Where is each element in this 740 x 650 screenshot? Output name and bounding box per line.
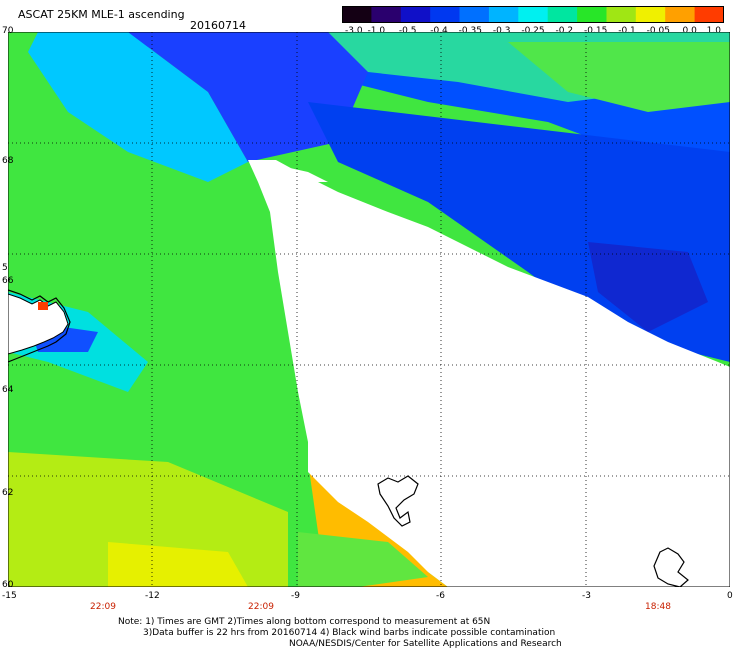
colorbar: -3.0 -1.0 -0.5 -0.4 -0.35 -0.3 -0.25 -0.2 -0.15 -… xyxy=(342,6,724,34)
lon-label--6: -6 xyxy=(436,591,445,601)
colorbar-frame xyxy=(342,6,724,23)
colorbar-segment xyxy=(547,6,578,22)
lat-label-66: 66 xyxy=(2,276,14,286)
time-label-2: 22:09 xyxy=(248,602,274,612)
lat-label-68: 68 xyxy=(2,156,14,166)
coast-iceland-fill xyxy=(8,293,69,355)
lat-label-extra: 5 xyxy=(2,263,8,273)
note-line-1: Note: 1) Times are GMT 2)Times along bot… xyxy=(118,617,491,627)
lon-label--12: -12 xyxy=(145,591,160,601)
lat-label-62: 62 xyxy=(2,488,14,498)
colorbar-segment xyxy=(577,6,608,22)
colorbar-label: -0.05 xyxy=(647,26,670,34)
lon-label-0: 0 xyxy=(727,591,733,601)
colorbar-segment xyxy=(635,6,666,22)
time-label-1: 22:09 xyxy=(90,602,116,612)
coast-highlight xyxy=(38,302,48,310)
field-band-blue xyxy=(128,32,368,162)
colorbar-segment xyxy=(430,6,461,22)
note-line-2: 3)Data buffer is 22 hrs from 20160714 4)… xyxy=(143,628,556,638)
lon-label--3: -3 xyxy=(582,591,591,601)
field-east-green xyxy=(508,42,730,112)
colorbar-segment xyxy=(606,6,637,22)
colorbar-label: -0.1 xyxy=(618,26,636,34)
field-south-green xyxy=(298,532,428,587)
field-east-deep xyxy=(588,242,708,332)
no-data-gap xyxy=(248,160,730,587)
colorbar-segment xyxy=(488,6,519,22)
colorbar-label: -0.35 xyxy=(459,26,482,34)
colorbar-segment xyxy=(694,6,724,22)
colorbar-label: -0.25 xyxy=(521,26,544,34)
chart-date: 20160714 xyxy=(190,19,246,32)
grid xyxy=(8,32,730,587)
field-band-cyan xyxy=(28,32,248,182)
colorbar-segment xyxy=(400,6,431,22)
coastline xyxy=(8,289,689,587)
colorbar-label: -0.2 xyxy=(556,26,574,34)
colorbar-label: 0.0 xyxy=(683,26,698,34)
colorbar-label: -3.0 xyxy=(345,26,363,34)
field-south-yellow2 xyxy=(108,542,248,587)
chart-title: ASCAT 25KM MLE-1 ascending xyxy=(18,8,185,21)
colorbar-segment xyxy=(518,6,549,22)
colorbar-segment xyxy=(342,6,372,22)
lat-label-60: 60 xyxy=(2,580,14,590)
colorbar-segment xyxy=(665,6,696,22)
coast-faroe xyxy=(377,475,419,527)
coast-iceland xyxy=(8,289,71,363)
colorbar-label: -0.5 xyxy=(399,26,417,34)
colorbar-label: -0.3 xyxy=(493,26,511,34)
no-data-top xyxy=(254,160,328,182)
colorbar-label: -0.15 xyxy=(584,26,607,34)
colorbar-segment xyxy=(459,6,490,22)
colorbar-label: -1.0 xyxy=(368,26,386,34)
map-plot xyxy=(8,32,730,587)
lat-label-64: 64 xyxy=(2,385,14,395)
lon-label--15: -15 xyxy=(2,591,17,601)
coast-shetland xyxy=(653,547,689,587)
colorbar-label: 1.0 xyxy=(707,26,722,34)
lon-label--9: -9 xyxy=(291,591,300,601)
time-label-3: 18:48 xyxy=(645,602,671,612)
colorbar-segment xyxy=(371,6,402,22)
note-line-3: NOAA/NESDIS/Center for Satellite Applica… xyxy=(289,639,562,649)
colorbar-label: -0.4 xyxy=(430,26,448,34)
lat-label-70: 70 xyxy=(2,26,14,36)
